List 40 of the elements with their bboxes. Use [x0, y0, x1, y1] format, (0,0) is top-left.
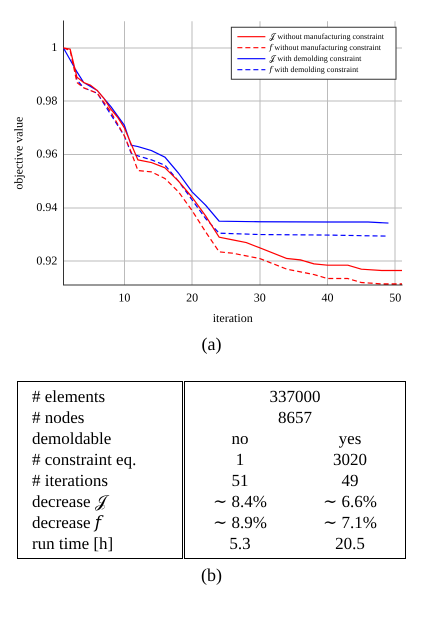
text: 8657: [277, 407, 313, 428]
category-label: demoldable: [18, 428, 184, 449]
text: 49: [340, 470, 360, 491]
x-tick-label: 20: [186, 290, 198, 305]
text: ∼ 7.1%: [322, 512, 378, 533]
category-label: run time [h]: [18, 533, 184, 558]
legend-label: 𝒥 without manufacturing constraint: [269, 32, 385, 41]
text: 5.3: [228, 533, 252, 555]
x-tick-label: 30: [254, 290, 266, 305]
category-label: # nodes: [18, 407, 184, 428]
text: 3020: [332, 449, 368, 470]
category-label: decrease 𝑓: [18, 512, 184, 533]
x-axis-title: iteration: [212, 310, 253, 325]
y-tick-label: 0.98: [36, 93, 58, 108]
y-axis-title: objective value: [11, 116, 26, 190]
text: no: [230, 428, 250, 449]
text: (b): [200, 565, 223, 586]
text: 51: [230, 470, 250, 491]
text: (a): [200, 334, 222, 355]
legend-label: 𝑓 without manufacturing constraint: [268, 42, 382, 52]
text: 337000: [268, 386, 322, 407]
x-tick-label: 10: [118, 290, 130, 305]
text: yes: [338, 428, 362, 449]
x-tick-label: 40: [322, 290, 334, 305]
legend-label: 𝑓 with demolding constraint: [268, 64, 360, 74]
y-tick-label: 0.92: [36, 253, 58, 268]
text: ∼ 6.6%: [322, 491, 378, 512]
text: ∼ 8.9%: [212, 512, 268, 533]
y-tick-label: 1: [51, 40, 58, 54]
text: ∼ 8.4%: [212, 491, 268, 512]
y-tick-label: 0.96: [36, 146, 58, 161]
text: 1: [234, 449, 246, 470]
category-label: # constraint eq.: [18, 449, 184, 470]
category-label: decrease 𝒥: [18, 491, 184, 512]
category-label: # iterations: [18, 470, 184, 491]
legend-label: 𝒥 with demolding constraint: [269, 54, 362, 63]
y-tick-label: 0.94: [36, 200, 58, 214]
text: 20.5: [334, 533, 366, 555]
x-tick-label: 50: [389, 290, 402, 305]
category-label: # elements: [18, 382, 184, 407]
